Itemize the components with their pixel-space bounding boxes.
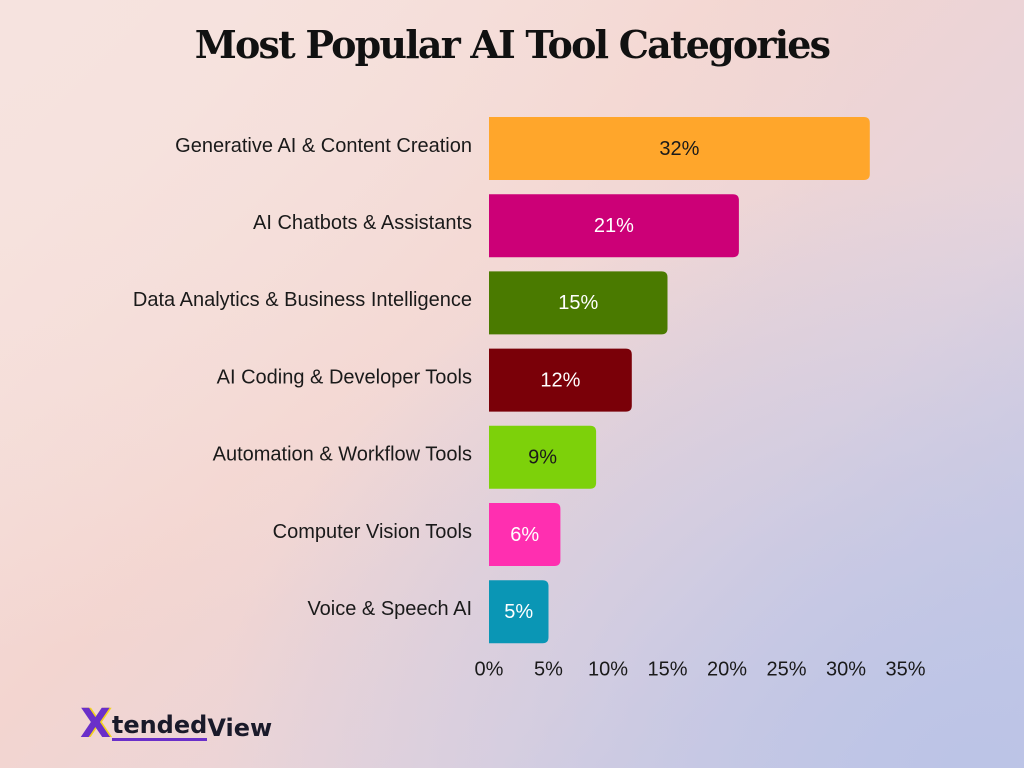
category-label: AI Chatbots & Assistants (253, 212, 472, 234)
x-tick-label: 10% (588, 658, 628, 680)
logo-x-mark: X (80, 701, 111, 747)
bar-4 (489, 425, 597, 489)
x-tick-label: 35% (885, 658, 925, 680)
value-label: 5% (504, 601, 533, 623)
x-tick-label: 15% (647, 658, 687, 680)
value-label: 15% (558, 292, 598, 314)
value-label: 6% (510, 524, 539, 546)
x-tick-label: 30% (826, 658, 866, 680)
value-label: 32% (659, 138, 699, 160)
bar-1 (489, 194, 739, 258)
chart-title: Most Popular AI Tool Categories (194, 22, 831, 67)
value-label: 12% (540, 369, 580, 391)
category-label: Computer Vision Tools (273, 521, 472, 543)
category-label: Generative AI & Content Creation (175, 135, 472, 157)
x-tick-label: 5% (534, 658, 563, 680)
bar-6 (489, 580, 549, 644)
bar-5 (489, 503, 561, 566)
category-label: Data Analytics & Business Intelligence (133, 289, 472, 311)
logo-word-tended: tended (111, 711, 208, 741)
category-label: AI Coding & Developer Tools (217, 366, 472, 388)
bar-3 (489, 348, 632, 412)
value-label: 9% (528, 447, 557, 469)
x-tick-label: 20% (707, 658, 747, 680)
logo-word-view: View (207, 714, 273, 742)
category-label: Automation & Workflow Tools (213, 444, 472, 466)
bar-2 (489, 271, 668, 335)
value-label: 21% (594, 215, 634, 237)
bar-0 (489, 117, 870, 180)
brand-logo: X tended View (80, 700, 272, 744)
category-label: Voice & Speech AI (307, 598, 472, 620)
x-tick-label: 0% (475, 658, 504, 680)
x-tick-label: 25% (766, 658, 806, 680)
